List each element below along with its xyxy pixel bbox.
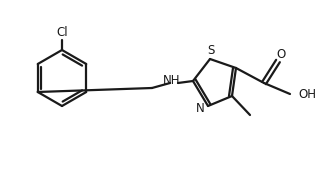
Text: S: S	[207, 45, 215, 58]
Text: N: N	[196, 102, 204, 115]
Text: NH: NH	[163, 74, 181, 87]
Text: O: O	[276, 48, 286, 61]
Text: Cl: Cl	[56, 27, 68, 39]
Text: OH: OH	[298, 87, 316, 100]
